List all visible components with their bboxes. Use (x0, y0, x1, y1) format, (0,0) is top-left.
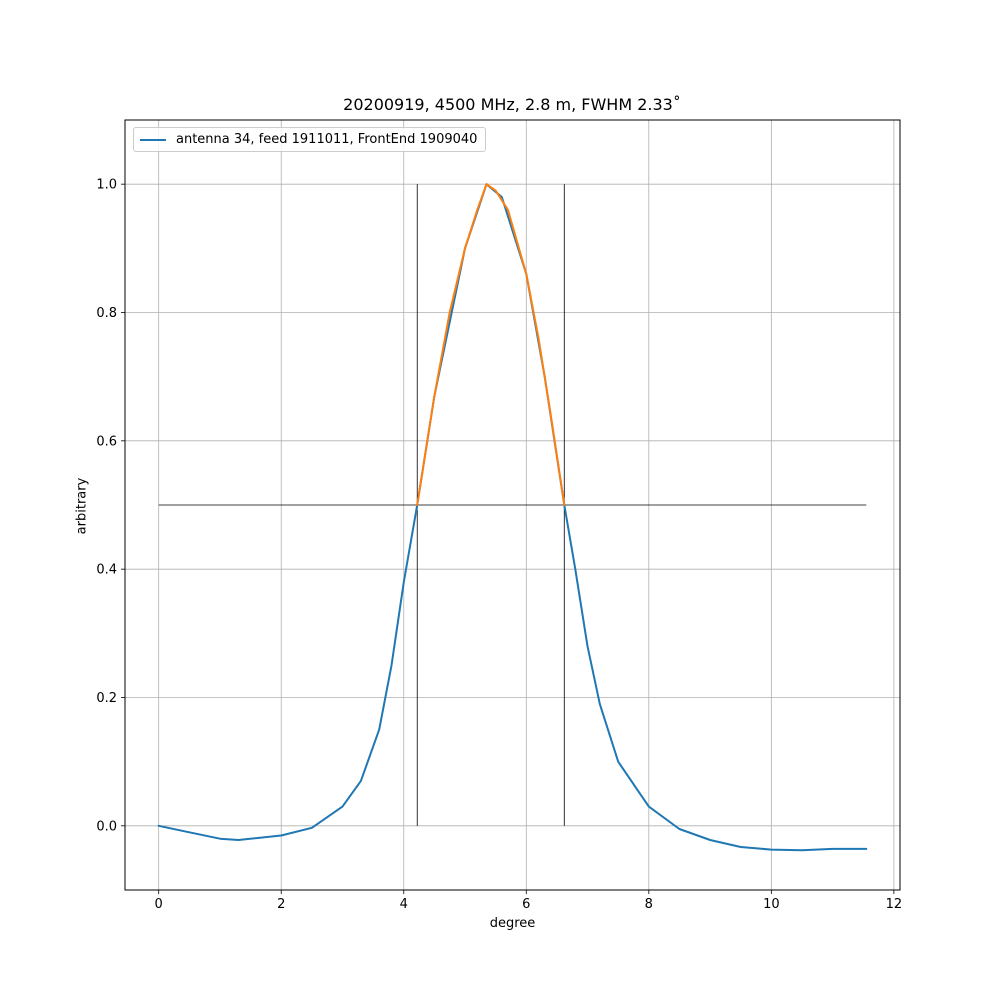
x-tick-label: 8 (645, 897, 653, 912)
chart-title: 20200919, 4500 MHz, 2.8 m, FWHM 2.33˚ (343, 95, 681, 114)
y-axis-label: arbitrary (74, 477, 90, 535)
beam-core-line (416, 183, 566, 506)
y-tick-label: 0.2 (96, 691, 117, 706)
axes-frame (124, 119, 901, 891)
legend-label: antenna 34, feed 1911011, FrontEnd 19090… (176, 132, 478, 147)
x-tick-label: 12 (886, 897, 903, 912)
x-tick-label: 6 (522, 897, 530, 912)
x-tick-label: 2 (277, 897, 285, 912)
y-tick-label: 0.4 (96, 563, 117, 578)
y-tick-label: 0.8 (96, 306, 117, 321)
legend-line-swatch (140, 138, 166, 141)
data-series (157, 183, 868, 852)
x-tick-label: 10 (763, 897, 780, 912)
legend: antenna 34, feed 1911011, FrontEnd 19090… (133, 127, 487, 152)
beam-profile-line (157, 183, 868, 852)
y-tick-label: 0.0 (96, 819, 117, 834)
axis-ticks: 0 2 4 6 8 10 12 0.0 0.2 0.4 0.6 0.8 1.0 (96, 178, 902, 912)
x-tick-label: 4 (400, 897, 408, 912)
x-axis-label: degree (489, 916, 536, 931)
reference-lines (158, 184, 867, 826)
y-tick-label: 1.0 (96, 178, 117, 193)
y-tick-label: 0.6 (96, 434, 117, 449)
x-tick-label: 0 (155, 897, 163, 912)
